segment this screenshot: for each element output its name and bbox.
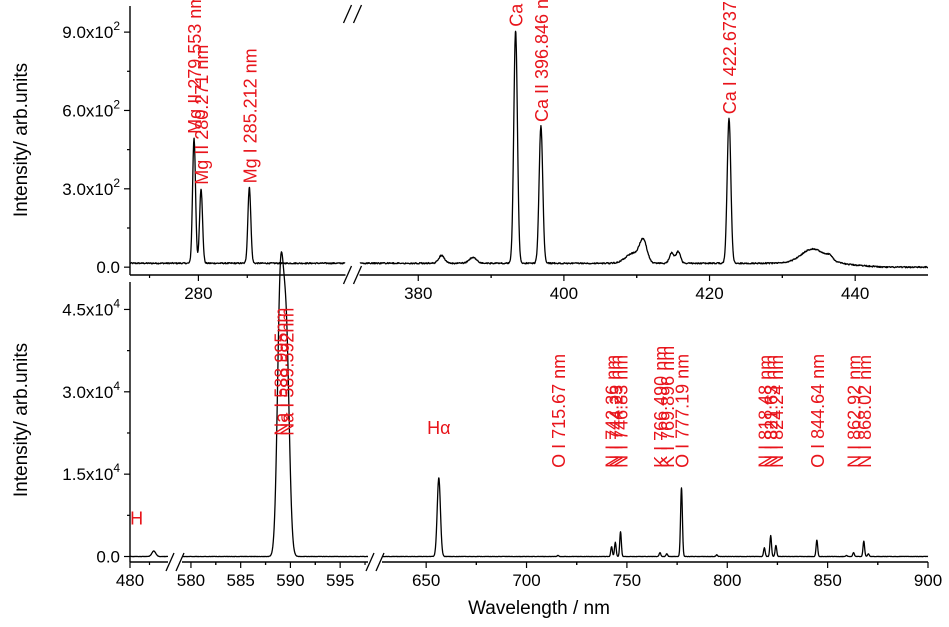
peak-annotation: N I 824.24 nm [767,355,787,468]
x-tick-label: 580 [177,571,205,590]
peak-annotation: N I 868.02 nm [855,355,875,468]
x-tick-label: 585 [226,571,254,590]
y-tick-exponent: 4 [113,296,120,310]
x-tick-label: 850 [813,571,841,590]
y-tick-label: 6.0x102 [62,97,120,120]
axis-break-mark [175,552,185,572]
axis-break-mark [375,552,385,572]
spectrum-trace-top-1 [359,30,929,269]
axis-break-mark [365,552,375,572]
peak-annotation: O I 844.64 nm [808,354,828,468]
spectrum-trace-bottom-2 [379,477,929,558]
y-tick-label: 3.0x102 [62,176,120,199]
x-tick-label: 750 [613,571,641,590]
x-tick-label: 480 [116,571,144,590]
y-tick-exponent: 4 [113,461,120,475]
peak-annotation: Ca I 422.6737 nm [720,0,740,114]
peak-annotation: Hα [427,418,450,438]
peak-annotation: Mg II 280.271 nm [192,45,212,185]
peak-annotation: Na I 589.592nm [277,308,297,436]
peak-annotation: Ca II 393.367 nm [507,0,527,27]
spectrum-trace-bottom-0 [129,550,170,558]
x-tick-label: 800 [713,571,741,590]
peak-annotation: Na I 588.995nm [271,308,291,436]
x-tick-label: 420 [695,284,723,303]
peak-annotation: N I 818.48 nm [755,355,775,468]
peak-annotation: K I 766.490 nm [651,346,671,468]
y-axis-title: Intensity/ arb.units [11,63,32,217]
x-tick-label: 590 [276,571,304,590]
y-tick-label: 1.5x104 [62,461,120,484]
peak-annotation: O I 777.19 nm [672,354,692,468]
peak-annotation: N I 746.83 nm [612,355,632,468]
y-tick-label: 4.5x104 [62,296,120,319]
y-axis-title: Intensity/ arb.units [11,343,32,497]
y-tick-exponent: 2 [113,176,120,190]
x-tick-label: 280 [184,284,212,303]
x-tick-label: 700 [512,571,540,590]
y-tick-label: 3.0x104 [62,379,120,402]
x-tick-label: 440 [841,284,869,303]
x-tick-label: 595 [326,571,354,590]
peak-annotation: N I 821.63 nm [762,355,782,468]
bottom-panel: 0.0 1.5x104 3.0x104 4.5x104 Intensity/ arb.u… [11,251,942,619]
axis-break-mark [352,4,363,24]
spectrum-trace-bottom-1 [180,251,371,558]
axis-break-mark [342,4,353,24]
peak-annotation: O I 715.67 nm [549,354,569,468]
peak-annotation: N I 862.92 nm [845,355,865,468]
y-tick-label: 0.0 [96,548,120,567]
axis-break-mark [352,265,363,285]
peak-annotation: H [130,509,143,529]
peak-annotation: N I 742.36 nm [603,355,623,468]
y-tick-exponent: 2 [113,97,120,111]
y-tick-exponent: 4 [113,379,120,393]
peak-annotation: K I 769.896 nm [658,346,678,468]
top-panel: 0.0 3.0x102 6.0x102 9.0x102 Intensity/ arb.u… [11,0,929,303]
y-tick-exponent: 2 [113,19,120,33]
y-tick-label: 0.0 [96,258,120,277]
peak-annotation: Ca II 396.846 nm [532,0,552,122]
axis-break-mark [165,552,175,572]
peak-annotation: Mg II 279.553 nm [185,0,205,134]
x-tick-label: 380 [404,284,432,303]
x-tick-label: 650 [412,571,440,590]
spectrum-trace-top-0 [129,137,346,265]
x-axis-title: Wavelength / nm [468,598,610,619]
x-tick-label: 900 [914,571,942,590]
axis-break-mark [342,265,353,285]
x-tick-label: 400 [550,284,578,303]
peak-annotation: Mg I 285.212 nm [240,48,260,183]
y-tick-label: 9.0x102 [62,19,120,42]
peak-annotation: N I 744.23 nm [606,355,626,468]
